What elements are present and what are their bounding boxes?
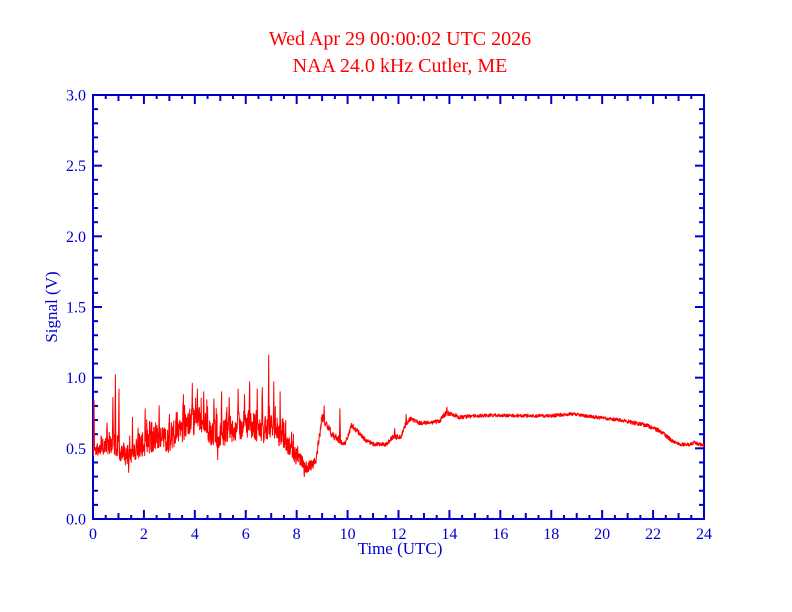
y-tick-label: 1.0 bbox=[66, 370, 86, 387]
y-tick-label: 2.5 bbox=[66, 158, 86, 175]
x-tick-label: 12 bbox=[391, 526, 407, 543]
x-tick-label: 22 bbox=[645, 526, 661, 543]
x-tick-label: 2 bbox=[140, 526, 148, 543]
x-tick-label: 24 bbox=[696, 526, 712, 543]
y-tick-label: 0.5 bbox=[66, 441, 86, 458]
x-tick-label: 0 bbox=[89, 526, 97, 543]
axes-frame bbox=[92, 94, 705, 520]
x-tick-label: 4 bbox=[191, 526, 199, 543]
x-tick-label: 20 bbox=[594, 526, 610, 543]
chart-title-station: NAA 24.0 kHz Cutler, ME bbox=[292, 55, 508, 77]
y-tick-label: 1.5 bbox=[66, 300, 86, 317]
x-tick-label: 16 bbox=[492, 526, 508, 543]
x-tick-label: 10 bbox=[340, 526, 356, 543]
y-tick-label: 2.0 bbox=[66, 229, 86, 246]
chart-title-date: Wed Apr 29 00:00:02 UTC 2026 bbox=[268, 28, 532, 50]
tick-labels: 0 2 4 6 8 10 12 14 16 18 20 22 240.00.51.01.52.02.53… bbox=[66, 88, 712, 544]
x-tick-label: 14 bbox=[441, 526, 457, 543]
signal-trace bbox=[92, 354, 705, 478]
x-tick-label: 6 bbox=[242, 526, 250, 543]
x-tick-label: 8 bbox=[293, 526, 301, 543]
x-tick-label: 18 bbox=[543, 526, 559, 543]
plot-frame bbox=[92, 94, 705, 520]
y-tick-label: 0.0 bbox=[66, 512, 86, 529]
x-axis-label: Time (UTC) bbox=[357, 539, 443, 558]
y-tick-label: 3.0 bbox=[66, 88, 86, 105]
